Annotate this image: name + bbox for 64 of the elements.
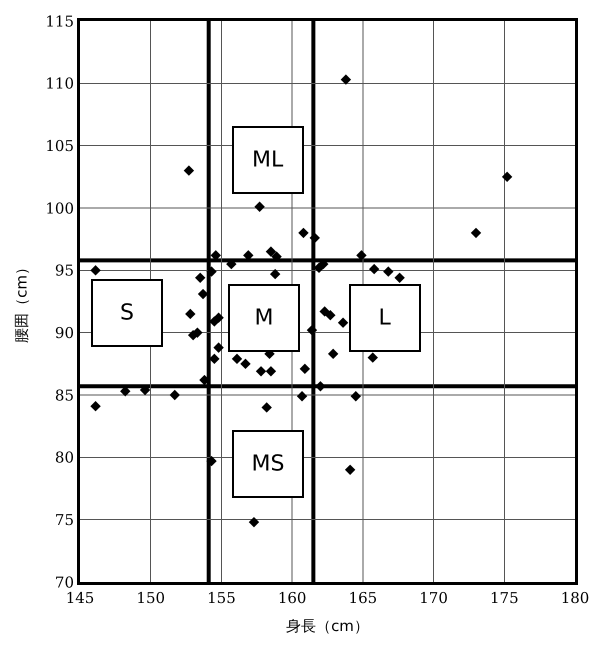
point: [90, 265, 101, 276]
point: [209, 354, 220, 364]
point: [232, 354, 242, 364]
y-tick-label: 70: [54, 573, 74, 592]
point: [298, 228, 309, 238]
point: [502, 172, 512, 182]
point: [338, 317, 348, 328]
point: [356, 250, 367, 261]
point: [368, 264, 380, 274]
x-tick-label: 150: [136, 589, 166, 607]
point: [254, 202, 265, 212]
annotation: S: [120, 300, 134, 326]
point: [325, 310, 336, 320]
point: [248, 516, 260, 528]
point: [394, 272, 405, 284]
point: [328, 348, 338, 360]
y-tick-label: 95: [54, 262, 74, 280]
annotation: M: [254, 306, 274, 330]
y-tick-label: 105: [45, 136, 74, 155]
point: [240, 358, 251, 370]
point: [90, 401, 101, 412]
point: [170, 390, 180, 400]
point: [266, 366, 276, 377]
point: [306, 324, 318, 336]
point: [300, 364, 310, 374]
y-tick-label: 90: [54, 324, 74, 342]
point: [206, 266, 217, 277]
point: [185, 308, 196, 320]
point: [344, 464, 356, 475]
y-tick-label: 115: [45, 12, 74, 30]
point: [296, 391, 308, 402]
point: [470, 228, 482, 238]
point: [340, 74, 352, 85]
y-tick-label: 80: [54, 448, 74, 467]
point: [383, 266, 394, 277]
y-axis-title: 腰囲（cm）: [12, 260, 31, 343]
x-axis-title: 身長（cm）: [286, 617, 369, 635]
y-tick-label: 75: [54, 510, 74, 529]
point: [206, 456, 217, 466]
point: [266, 246, 276, 257]
x-tick-label: 175: [490, 589, 519, 607]
point: [261, 402, 272, 413]
y-tick-label: 110: [45, 74, 74, 93]
point: [195, 272, 206, 284]
annotation: L: [378, 306, 392, 330]
point: [256, 366, 266, 377]
point: [368, 352, 378, 363]
point: [198, 288, 208, 300]
point: [209, 316, 220, 327]
point: [310, 232, 320, 244]
x-tick-label: 145: [66, 589, 94, 607]
y-tick-label: 100: [45, 199, 74, 218]
y-tick-label: 85: [54, 386, 74, 404]
x-tick-label: 165: [348, 589, 378, 607]
point: [213, 342, 224, 353]
x-tick-label: 155: [207, 589, 236, 607]
point: [270, 268, 280, 280]
point: [184, 165, 194, 176]
point: [350, 391, 361, 402]
annotation: ML: [252, 148, 284, 172]
annotation: MS: [252, 452, 284, 476]
x-tick-label: 170: [419, 589, 448, 607]
x-tick-label: 180: [560, 589, 590, 607]
x-tick-label: 160: [278, 589, 306, 607]
